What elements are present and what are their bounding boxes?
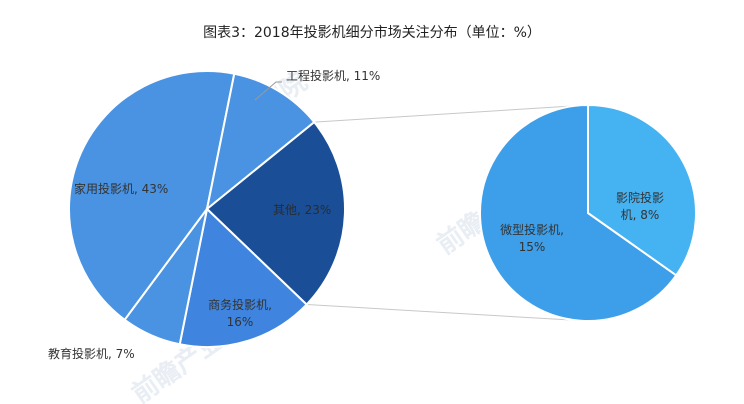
slice-education-projector bbox=[123, 208, 208, 346]
slice-micro-projector bbox=[478, 103, 678, 322]
label-micro-projector-value: 15% bbox=[519, 240, 546, 254]
chart-title: 图表3：2018年投影机细分市场关注分布（单位：%） bbox=[203, 25, 541, 41]
label-home-projector: 家用投影机, 43% bbox=[74, 181, 168, 196]
label-other: 其他, 23% bbox=[273, 203, 331, 217]
connector-line-bottom bbox=[306, 304, 589, 322]
connector-line-top bbox=[314, 104, 589, 123]
label-business-projector-value: 16% bbox=[227, 315, 254, 329]
slice-business-projector bbox=[178, 207, 309, 349]
slice-cinema-projector bbox=[587, 103, 697, 277]
label-micro-projector: 微型投影机, bbox=[500, 222, 564, 237]
leader-line-engineering bbox=[254, 81, 282, 101]
label-education-projector: 教育投影机, 7% bbox=[48, 346, 135, 361]
slice-engineering-projector bbox=[205, 72, 316, 212]
slice-other bbox=[205, 120, 347, 306]
label-cinema-projector: 影院投影 bbox=[616, 190, 664, 205]
slice-home-projector bbox=[68, 70, 236, 322]
label-cinema-projector-value: 机, 8% bbox=[621, 208, 660, 222]
label-business-projector: 商务投影机, bbox=[208, 297, 272, 312]
label-engineering-projector: 工程投影机, 11% bbox=[286, 68, 380, 83]
